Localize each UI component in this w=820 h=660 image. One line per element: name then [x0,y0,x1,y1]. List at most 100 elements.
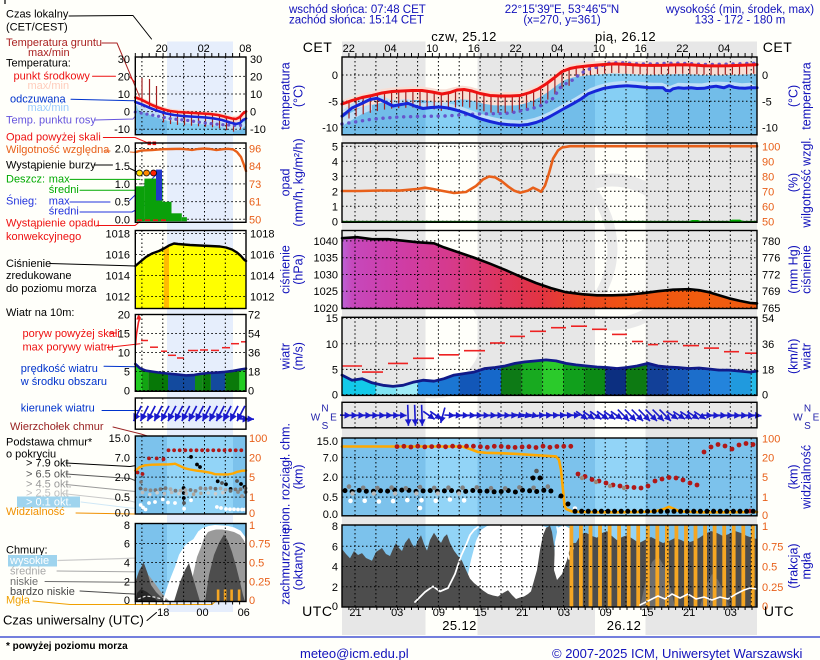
svg-text:08: 08 [239,43,251,55]
svg-text:15.0: 15.0 [317,436,338,448]
svg-text:1025: 1025 [314,286,338,298]
svg-text:2.0: 2.0 [115,472,130,484]
svg-text:16: 16 [635,43,647,55]
svg-text:1012: 1012 [106,292,130,304]
svg-text:0: 0 [124,595,130,607]
svg-text:kierunek wiatru: kierunek wiatru [21,403,95,415]
svg-text:widzialność: widzialność [800,445,814,510]
svg-text:-10: -10 [762,122,778,134]
svg-text:18: 18 [248,367,260,379]
svg-text:wilgotność wzgl.: wilgotność wzgl. [800,137,814,228]
svg-text:50: 50 [249,214,261,226]
svg-text:22: 22 [343,43,355,55]
svg-text:1040: 1040 [314,236,338,248]
svg-text:-5: -5 [328,96,338,108]
svg-text:Wystąpienie burzy: Wystąpienie burzy [6,159,96,171]
svg-text:CET: CET [303,39,333,55]
svg-text:2: 2 [332,582,338,594]
svg-text:Deszcz:: Deszcz: [6,173,45,185]
svg-text:1: 1 [249,520,255,532]
svg-text:36: 36 [762,339,774,351]
svg-text:Widzialność: Widzialność [6,506,65,518]
svg-text:1: 1 [762,492,768,504]
svg-text:do poziomu morza: do poziomu morza [6,283,97,295]
svg-text:1012: 1012 [250,292,274,304]
svg-text:1014: 1014 [250,271,274,283]
svg-text:CET: CET [763,39,793,55]
svg-text:N: N [804,404,811,415]
svg-text:03: 03 [725,607,737,619]
svg-text:21: 21 [683,607,695,619]
svg-text:N: N [321,404,328,415]
svg-text:(km/h): (km/h) [787,339,801,374]
svg-text:* powyżej poziomu morza: * powyżej poziomu morza [6,641,128,652]
svg-text:max: max [49,195,70,207]
svg-text:(frakcja): (frakcja) [787,543,801,588]
svg-text:10: 10 [118,348,130,360]
svg-text:30: 30 [118,54,130,66]
svg-text:2.0: 2.0 [115,144,130,156]
svg-text:15: 15 [326,313,338,325]
svg-text:> 0.1 okt.: > 0.1 okt. [26,497,72,509]
svg-text:E: E [813,413,820,424]
svg-text:780: 780 [762,236,780,248]
svg-text:-10: -10 [322,122,338,134]
svg-text:10: 10 [326,339,338,351]
svg-text:ciśnienie: ciśnienie [279,245,293,294]
svg-text:25.12: 25.12 [442,618,477,633]
svg-text:4: 4 [332,156,338,168]
svg-text:meteo@icm.edu.pl: meteo@icm.edu.pl [300,646,409,660]
svg-text:ciśnienie: ciśnienie [800,245,814,294]
svg-text:10: 10 [250,89,262,101]
svg-text:72: 72 [248,310,260,322]
svg-text:1016: 1016 [106,250,130,262]
svg-text:(oktanty): (oktanty) [292,542,306,591]
svg-text:-10: -10 [114,124,130,136]
svg-text:769: 769 [762,286,780,298]
svg-text:pią, 26.12: pią, 26.12 [595,29,656,44]
svg-text:(m/s): (m/s) [292,342,306,370]
svg-text:prędkość wiatru: prędkość wiatru [21,363,98,375]
svg-text:00: 00 [196,607,208,619]
svg-text:max/min: max/min [28,47,70,59]
svg-text:100: 100 [762,434,780,446]
svg-text:1: 1 [332,201,338,213]
svg-text:(%): (%) [787,173,801,192]
svg-text:max/min: max/min [28,80,70,92]
svg-text:0: 0 [249,508,255,520]
svg-text:80: 80 [762,171,774,183]
svg-text:S: S [322,421,329,432]
svg-text:18: 18 [762,364,774,376]
svg-text:-10: -10 [250,124,266,136]
svg-text:max/min: max/min [28,102,70,114]
svg-text:(x=270, y=361): (x=270, y=361) [523,15,601,27]
svg-text:6: 6 [124,539,130,551]
svg-text:09: 09 [433,607,445,619]
svg-text:0: 0 [762,510,768,522]
svg-text:odczuwana: odczuwana [10,94,67,106]
svg-text:Temperatura:: Temperatura: [6,58,71,70]
svg-text:10: 10 [426,43,438,55]
svg-text:2: 2 [124,577,130,589]
svg-text:0.75: 0.75 [249,539,270,551]
svg-text:70: 70 [762,186,774,198]
svg-text:0.5: 0.5 [323,492,338,504]
svg-text:1.5: 1.5 [115,161,130,173]
svg-text:772: 772 [762,270,780,282]
svg-text:1020: 1020 [314,303,338,315]
svg-text:5: 5 [762,472,768,484]
svg-text:średnie: średnie [10,566,46,578]
svg-text:133 - 172 - 180 m: 133 - 172 - 180 m [695,15,786,27]
svg-text:Temp. punktu rosy: Temp. punktu rosy [6,114,96,126]
svg-text:Czas uniwersalny (UTC): Czas uniwersalny (UTC) [3,613,144,628]
svg-text:73: 73 [249,179,261,191]
svg-text:pion. rozciągł. chm.: pion. rozciągł. chm. [279,423,293,531]
svg-text:22: 22 [676,43,688,55]
svg-text:0: 0 [248,386,254,398]
svg-text:18: 18 [157,607,169,619]
svg-text:5: 5 [124,367,130,379]
svg-text:21: 21 [516,607,528,619]
svg-text:15: 15 [474,607,486,619]
svg-text:zachmurzenie: zachmurzenie [279,527,293,605]
svg-text:1016: 1016 [250,250,274,262]
